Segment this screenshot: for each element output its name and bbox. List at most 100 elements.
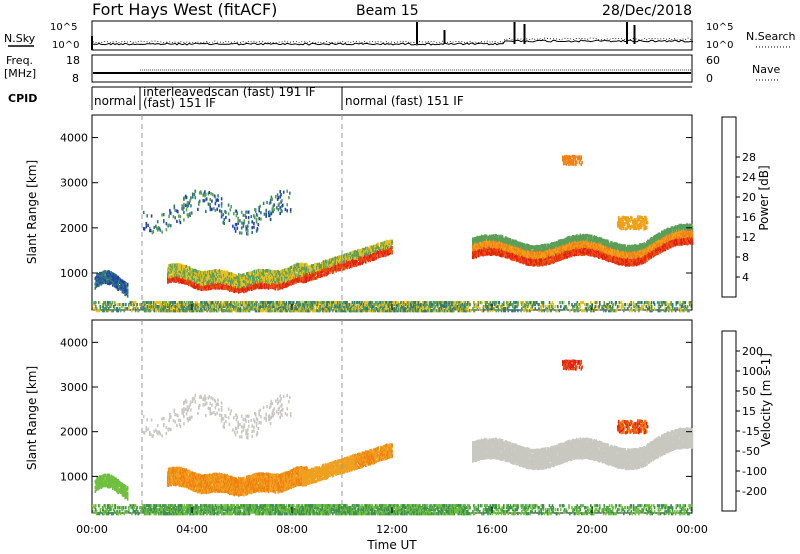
- noise-right-label: N.Search: [746, 30, 796, 43]
- power-cell-2812: [221, 270, 223, 273]
- power-cell-4550: [280, 193, 282, 196]
- power-cell-514: [232, 309, 234, 312]
- power-cell-4401: [205, 210, 207, 213]
- power-cell-4463: [239, 219, 241, 222]
- power-cell-1680: [493, 307, 495, 310]
- power-cell-4348: [174, 209, 176, 212]
- power-cell-1816: [555, 305, 557, 308]
- power-cell-4343: [170, 212, 172, 215]
- power-cell-1841: [574, 309, 576, 312]
- power-cell-4434: [221, 202, 223, 205]
- power-cell-4485: [248, 216, 250, 219]
- power-cell-2394: [178, 263, 180, 266]
- power-cell-1979: [646, 305, 648, 308]
- power-cell-1782: [538, 303, 540, 306]
- noise-left-label: N.Sky: [4, 32, 36, 45]
- power-cell-1997: [651, 305, 653, 308]
- power-cell-1710: [506, 301, 508, 304]
- power-cell-1821: [559, 301, 561, 304]
- power-cell-1858: [581, 301, 583, 304]
- power-cell-4506: [258, 217, 260, 220]
- power-cell-1978: [644, 301, 646, 304]
- power-cell-2002: [654, 303, 656, 306]
- power-cell-1628: [470, 309, 472, 312]
- power-scatter: [92, 155, 693, 313]
- power-cell-4312: [146, 225, 148, 228]
- power-cell-4424: [216, 208, 218, 211]
- power-cell-4510: [260, 218, 262, 221]
- power-cell-1386: [416, 301, 418, 304]
- power-cell-2042: [675, 309, 677, 312]
- power-cell-1530: [448, 301, 450, 304]
- power-cell-1886: [597, 301, 599, 304]
- power-cell-43: [109, 301, 111, 304]
- power-cell-4333: [163, 219, 165, 222]
- power-cell-94: [136, 303, 138, 306]
- power-cell-4418: [213, 207, 215, 210]
- power-cell-4539: [277, 193, 279, 196]
- power-cell-4351: [177, 210, 179, 213]
- power-cell-2024: [666, 301, 668, 304]
- power-cell-1932: [619, 305, 621, 308]
- power-cell-4338: [168, 224, 170, 227]
- power-cell-1762: [528, 309, 530, 312]
- power-cell-1929: [616, 301, 618, 304]
- power-cell-4441: [225, 216, 227, 219]
- power-cell-1855: [580, 305, 582, 308]
- power-cell-1684: [496, 309, 498, 312]
- power-cell-1777: [535, 301, 537, 304]
- power-cell-1864: [585, 303, 587, 306]
- power-cell-1759: [526, 309, 528, 312]
- power-cell-2007: [658, 307, 660, 310]
- power-cell-4547: [279, 190, 281, 193]
- power-cell-1970: [640, 301, 642, 304]
- nave-label: Nave: [752, 63, 780, 76]
- power-cell-4484: [248, 221, 250, 224]
- power-cell-1627: [469, 303, 471, 306]
- power-cell-61: [118, 303, 120, 306]
- power-cell-1624: [468, 305, 470, 308]
- power-cell-4334: [163, 213, 165, 216]
- power-cell-1955: [633, 301, 635, 304]
- power-cell-4403: [205, 193, 207, 196]
- freq-left-tick-bottom: 8: [72, 72, 79, 85]
- power-cell-1952: [631, 309, 633, 312]
- power-cell-4279: [387, 240, 389, 243]
- power-cell-1794: [543, 301, 545, 304]
- power-cell-4305: [391, 250, 393, 253]
- noise-left-tick-bottom: 10^0: [52, 40, 79, 51]
- power-cell-4426: [217, 199, 219, 202]
- power-cell-4513: [264, 213, 266, 216]
- power-cell-1760: [526, 301, 528, 304]
- power-cell-4412: [209, 198, 211, 201]
- power-cell-4446: [230, 208, 232, 211]
- power-cell-1648: [481, 301, 483, 304]
- power-cell-1931: [617, 305, 619, 308]
- power-cell-1934: [620, 301, 622, 304]
- power-cell-4492: [253, 222, 255, 225]
- power-cell-1951: [631, 301, 633, 304]
- power-cell-175: [157, 301, 159, 304]
- power-cell-147: [151, 301, 153, 304]
- power-cell-4342: [170, 224, 172, 227]
- freq-panel-frame: [92, 55, 692, 82]
- power-cell-2064: [685, 301, 687, 304]
- power-cell-1999: [652, 309, 654, 312]
- power-cell-1657: [485, 301, 487, 304]
- power-cell-4306: [391, 246, 393, 249]
- power-cell-993: [332, 309, 334, 312]
- power-cell-4430: [221, 215, 223, 218]
- power-cell-1833: [568, 301, 570, 304]
- power-cell-33: [106, 309, 108, 312]
- power-cell-1967: [638, 305, 640, 308]
- power-cell-4472: [244, 219, 246, 222]
- power-cell-4509: [259, 205, 261, 208]
- power-cell-74: [127, 307, 129, 310]
- cpid-seg-1: normal: [94, 94, 136, 108]
- power-cell-2067: [687, 305, 689, 308]
- power-cell-2009: [658, 301, 660, 304]
- power-cell-2033: [670, 307, 672, 310]
- power-cell-1974: [641, 301, 643, 304]
- power-cell-2035: [670, 301, 672, 304]
- power-cell-4482: [247, 225, 249, 228]
